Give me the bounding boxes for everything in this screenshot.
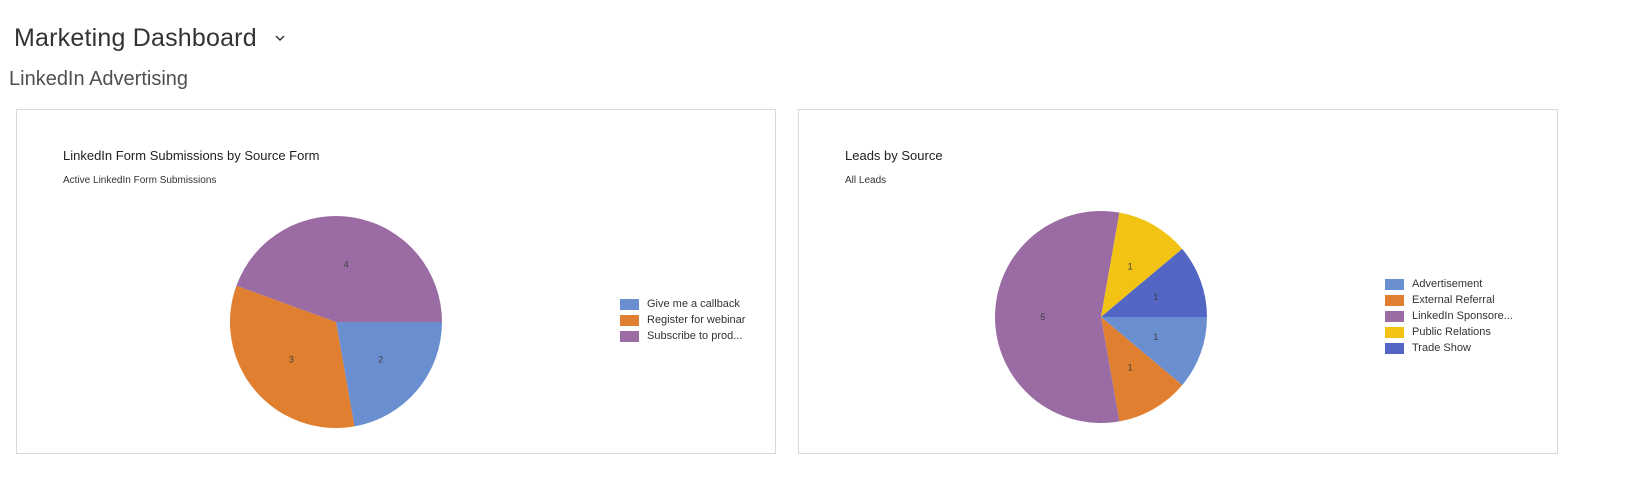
legend-swatch xyxy=(620,314,639,326)
pie-data-label: 5 xyxy=(1040,312,1045,322)
chart-subtitle[interactable]: Active LinkedIn Form Submissions xyxy=(63,175,217,186)
pie-slice-subscribe-to-prod[interactable] xyxy=(236,215,442,322)
chart-subtitle[interactable]: All Leads xyxy=(845,175,887,186)
pie-slice-public-relations[interactable] xyxy=(1101,212,1183,317)
chart-title: Leads by Source xyxy=(845,148,943,163)
legend-item-advertisement[interactable]: Advertisement xyxy=(1385,276,1513,292)
pie-data-label: 2 xyxy=(378,354,383,364)
legend-swatch xyxy=(1385,310,1404,322)
pie-data-label: 4 xyxy=(344,260,349,270)
section-title: LinkedIn Advertising xyxy=(9,68,189,90)
legend-item-register-for-webinar[interactable]: Register for webinar xyxy=(620,312,745,328)
legend-item-subscribe-to-prod[interactable]: Subscribe to prod... xyxy=(620,328,745,344)
legend-swatch xyxy=(620,298,639,310)
legend-item-give-me-a-callback[interactable]: Give me a callback xyxy=(620,296,745,312)
dashboard-title[interactable]: Marketing Dashboard xyxy=(14,23,257,52)
legend-label: Give me a callback xyxy=(647,298,740,310)
pie-chart-form-submissions[interactable]: 2 3 4 xyxy=(17,110,775,453)
legend-item-public-relations[interactable]: Public Relations xyxy=(1385,324,1513,340)
chart-card-leads-by-source: Leads by Source All Leads 1 1 5 1 1 Advertis… xyxy=(798,109,1558,454)
pie-data-label: 1 xyxy=(1128,262,1133,272)
legend-label: Register for webinar xyxy=(647,314,746,326)
pie-slice-advertisement[interactable] xyxy=(1101,317,1207,386)
pie-data-label: 1 xyxy=(1128,362,1133,372)
chart-legend: Give me a callback Register for webinar Su… xyxy=(620,296,745,344)
pie-slice-give-me-a-callback[interactable] xyxy=(336,322,442,427)
legend-swatch xyxy=(620,330,639,342)
legend-item-external-referral[interactable]: External Referral xyxy=(1385,292,1513,308)
legend-label: LinkedIn Sponsore... xyxy=(1412,310,1513,322)
pie-data-label: 1 xyxy=(1153,332,1158,342)
legend-label: External Referral xyxy=(1412,294,1495,306)
chart-legend: Advertisement External Referral LinkedIn S… xyxy=(1385,276,1513,356)
legend-swatch xyxy=(1385,294,1404,306)
pie-data-label: 3 xyxy=(289,354,294,364)
pie-slice-register-for-webinar[interactable] xyxy=(229,285,355,428)
chevron-down-icon[interactable] xyxy=(273,31,287,45)
legend-swatch xyxy=(1385,342,1404,354)
legend-label: Trade Show xyxy=(1412,342,1471,354)
legend-label: Advertisement xyxy=(1412,278,1483,290)
dashboard-header: Marketing Dashboard xyxy=(14,20,287,56)
legend-label: Public Relations xyxy=(1412,326,1491,338)
legend-item-trade-show[interactable]: Trade Show xyxy=(1385,340,1513,356)
legend-item-linkedin-sponsore[interactable]: LinkedIn Sponsore... xyxy=(1385,308,1513,324)
chart-card-form-submissions: LinkedIn Form Submissions by Source Form… xyxy=(16,109,776,454)
pie-slice-linkedin-sponsore[interactable] xyxy=(995,211,1120,423)
legend-swatch xyxy=(1385,278,1404,290)
pie-slice-external-referral[interactable] xyxy=(1101,317,1183,422)
pie-chart-leads-by-source[interactable]: 1 1 5 1 1 xyxy=(799,110,1557,453)
legend-swatch xyxy=(1385,326,1404,338)
chart-title: LinkedIn Form Submissions by Source Form xyxy=(63,148,320,163)
pie-data-label: 1 xyxy=(1153,292,1158,302)
legend-label: Subscribe to prod... xyxy=(647,330,743,342)
pie-slice-trade-show[interactable] xyxy=(1101,248,1207,317)
